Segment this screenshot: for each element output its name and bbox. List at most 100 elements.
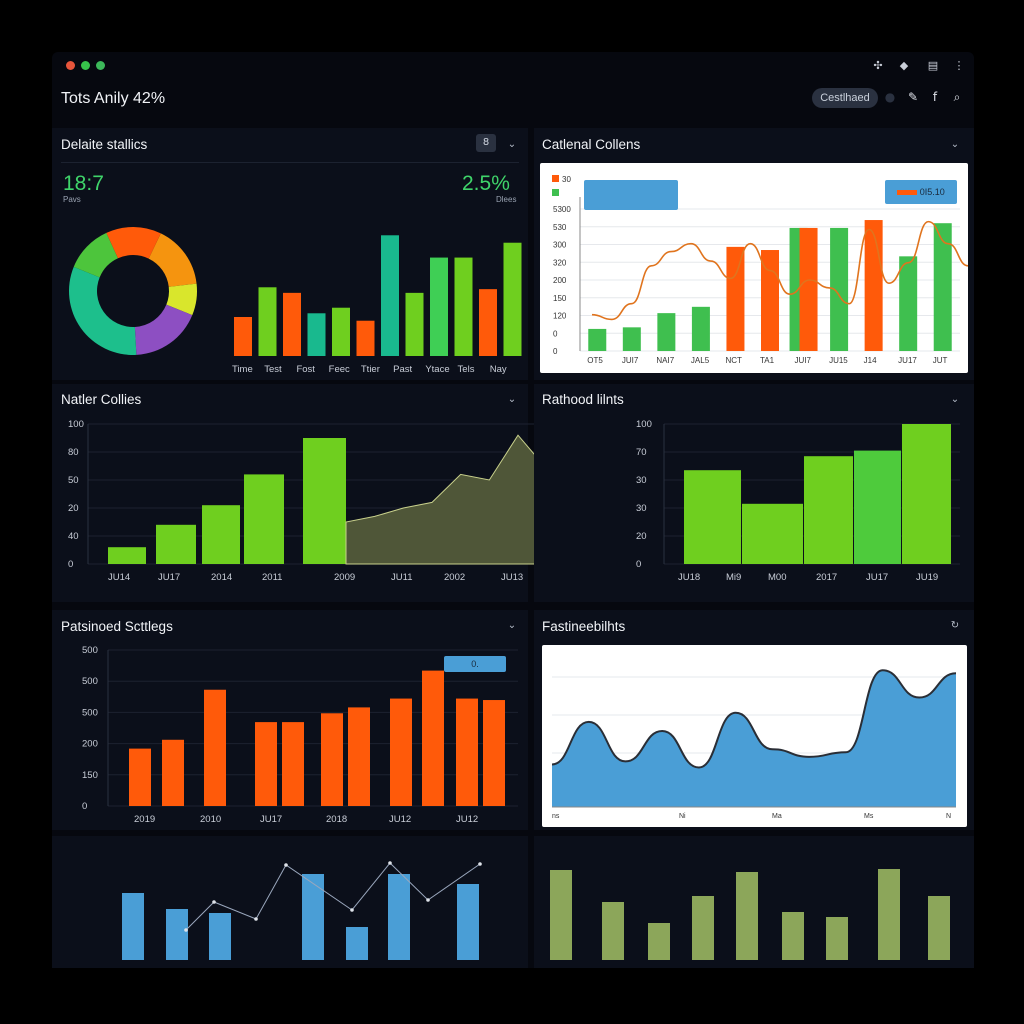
bar — [622, 327, 641, 351]
y-tick-label: 500 — [82, 707, 98, 718]
y-tick-label: 20 — [68, 503, 79, 514]
page-title: Tots Anily 42% — [61, 90, 166, 107]
edit-icon[interactable]: ✎ — [907, 90, 919, 104]
bar — [483, 700, 505, 806]
line-point — [426, 898, 430, 902]
bar — [782, 912, 804, 960]
bar — [202, 505, 240, 564]
y-tick-label: 40 — [68, 531, 79, 542]
refresh-icon[interactable]: ↻ — [950, 620, 960, 631]
y-tick-label: 300 — [553, 241, 567, 250]
bar — [283, 292, 301, 356]
x-tick-label: 2018 — [326, 814, 347, 825]
panel-combo-title: Catlenal Collens — [542, 137, 641, 152]
search-icon[interactable]: ⌕ — [953, 90, 961, 104]
panel-stats-button[interactable]: 8 — [476, 134, 496, 152]
y-tick-label: 50 — [68, 475, 79, 486]
x-tick-label: M00 — [768, 572, 786, 583]
bar — [303, 438, 346, 564]
panel-olive-chart — [550, 869, 950, 960]
bar — [244, 474, 284, 564]
bar — [388, 874, 410, 960]
y-tick-label: 30 — [636, 503, 647, 514]
legend-swatch — [897, 190, 918, 196]
x-tick-label: JU15 — [829, 356, 848, 365]
y-tick-label: 500 — [82, 676, 98, 687]
y-tick-label: 0 — [82, 801, 87, 812]
y-tick-label: 120 — [553, 312, 567, 321]
y-tick-label: 100 — [68, 419, 84, 430]
area-series — [552, 670, 956, 807]
y-tick-label: 200 — [553, 276, 567, 285]
x-tick-label: JU13 — [501, 572, 523, 583]
bar — [799, 227, 818, 351]
header-button[interactable]: Cestlhaed — [812, 88, 878, 108]
bar — [928, 896, 950, 960]
line-series — [185, 862, 481, 931]
x-tick-label: JUT — [933, 356, 948, 365]
legend-swatch — [552, 189, 559, 196]
x-tick-label: NAI7 — [656, 356, 674, 365]
x-tick-label: J14 — [864, 356, 877, 365]
y-tick-label: 0 — [636, 559, 641, 570]
panel-blue-chart — [122, 861, 482, 960]
x-tick-label: 2011 — [262, 572, 282, 583]
bar — [108, 547, 146, 564]
line-point — [212, 900, 216, 904]
bar — [864, 220, 883, 351]
pin-icon[interactable]: ◆ — [899, 59, 909, 72]
chevron-down-icon[interactable]: ⌄ — [507, 620, 517, 631]
bar — [902, 424, 951, 564]
x-tick-label: Past — [393, 364, 412, 375]
bar — [692, 896, 714, 960]
x-tick-label: JU18 — [678, 572, 700, 583]
x-tick-label: Feec — [329, 364, 350, 375]
y-tick-label: 70 — [636, 447, 647, 458]
bar — [405, 292, 424, 356]
chevron-down-icon[interactable]: ⌄ — [950, 139, 960, 150]
bar — [899, 256, 918, 351]
chevron-down-icon[interactable]: ⌄ — [507, 139, 517, 150]
y-tick-label: 530 — [553, 223, 567, 232]
bar — [602, 902, 624, 960]
x-tick-label: JU17 — [158, 572, 180, 583]
bar — [826, 917, 848, 960]
y-tick-label: 150 — [553, 294, 567, 303]
document-icon[interactable]: ▤ — [927, 59, 939, 72]
window-close-dot[interactable] — [66, 61, 75, 70]
x-tick-label: Ni — [679, 813, 686, 820]
x-tick-label: JU17 — [866, 572, 888, 583]
y-tick-label: 80 — [68, 447, 79, 458]
x-tick-label: JU12 — [456, 814, 478, 825]
more-icon[interactable]: ⋮ — [953, 59, 965, 72]
x-tick-label: 2009 — [334, 572, 355, 583]
panel-orange-title: Patsinoed Scttlegs — [61, 619, 173, 634]
legend-swatch — [552, 175, 559, 182]
x-tick-label: 2017 — [816, 572, 837, 583]
divider — [61, 162, 519, 163]
chevron-down-icon[interactable]: ⌄ — [507, 394, 517, 405]
bar — [346, 927, 368, 960]
donut-slice — [73, 232, 119, 278]
window-maximize-dot[interactable] — [96, 61, 105, 70]
chevron-down-icon[interactable]: ⌄ — [950, 394, 960, 405]
donut-slice — [106, 227, 161, 259]
x-tick-label: Fost — [296, 364, 315, 375]
x-tick-label: JU12 — [389, 814, 411, 825]
facebook-icon[interactable]: f — [932, 90, 938, 104]
bar — [129, 748, 151, 806]
puzzle-icon[interactable]: ✣ — [873, 59, 883, 72]
window-minimize-dot[interactable] — [81, 61, 90, 70]
bar — [503, 242, 522, 356]
panel-stats-title: Delaite stallics — [61, 137, 148, 152]
bar — [430, 257, 448, 356]
stat-left-label: Pavs — [63, 195, 81, 204]
x-tick-label: 2019 — [134, 814, 155, 825]
line-point — [184, 928, 188, 932]
bar — [726, 246, 745, 351]
circle-toggle-icon[interactable]: ● — [884, 90, 896, 104]
stat-left-value: 18:7 — [63, 172, 104, 195]
line-point — [388, 861, 392, 865]
x-tick-label: NCT — [725, 356, 742, 365]
bar — [804, 456, 853, 564]
